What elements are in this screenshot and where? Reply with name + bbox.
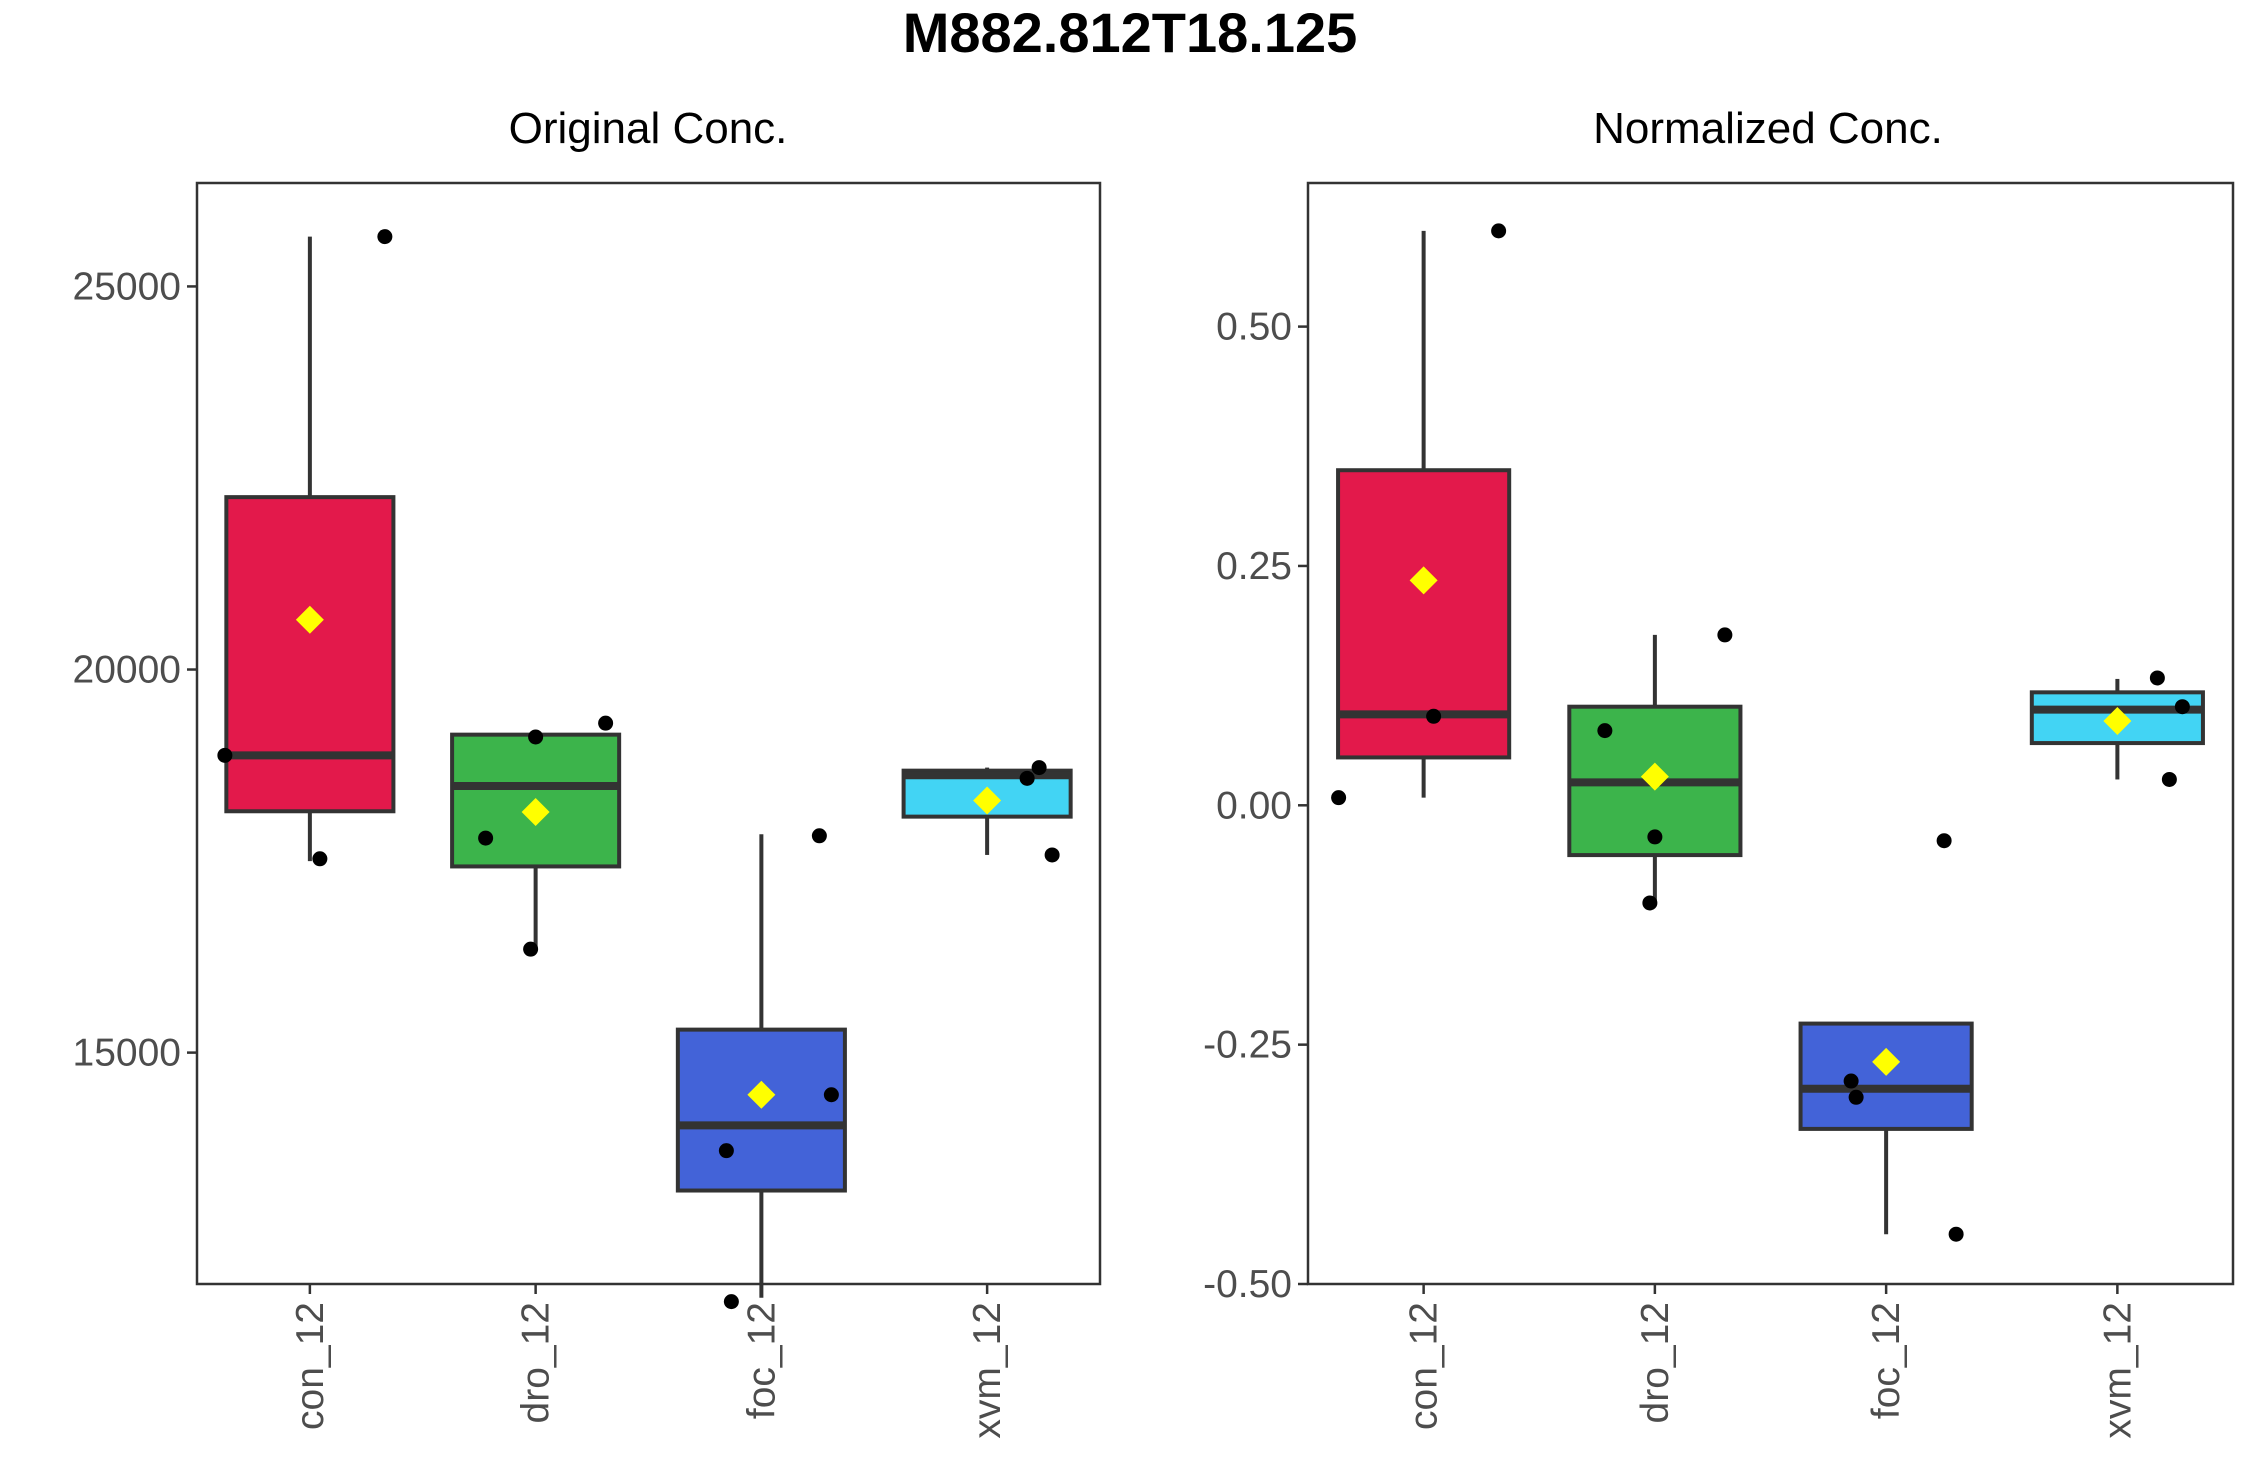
panel-original: Original Conc. 15000 20000 25000 con_12 dro_… bbox=[73, 104, 1102, 1439]
mean-marker bbox=[521, 798, 550, 827]
data-point bbox=[2174, 699, 2190, 715]
box-body bbox=[675, 1027, 847, 1193]
box-body bbox=[1798, 1021, 1974, 1131]
data-point bbox=[811, 828, 827, 844]
data-point bbox=[1491, 223, 1507, 239]
box-con_12 bbox=[1336, 230, 1512, 798]
data-point bbox=[1331, 790, 1347, 806]
data-point bbox=[1642, 895, 1658, 911]
x-tick-label: xvm_12 bbox=[966, 1302, 1009, 1439]
mean-marker bbox=[747, 1080, 776, 1109]
data-point bbox=[723, 1294, 739, 1310]
data-point bbox=[312, 851, 328, 867]
mean-marker bbox=[1640, 762, 1669, 791]
data-point bbox=[478, 830, 494, 846]
y-tick-label: -0.50 bbox=[1203, 1263, 1292, 1306]
y-tick-label: -0.25 bbox=[1203, 1024, 1292, 1067]
y-tick-label: 15000 bbox=[73, 1032, 181, 1075]
y-tick-label: 25000 bbox=[73, 265, 181, 308]
panel-border bbox=[195, 181, 1102, 1286]
y-tick-label: 20000 bbox=[73, 649, 181, 692]
panel-border bbox=[1306, 181, 2235, 1286]
mean-marker bbox=[2103, 707, 2132, 736]
data-point bbox=[1647, 829, 1663, 845]
data-point bbox=[2149, 670, 2165, 686]
x-tick-label: foc_12 bbox=[740, 1302, 783, 1419]
main-title: M882.812T18.125 bbox=[903, 1, 1358, 64]
box-body bbox=[1336, 468, 1512, 760]
data-point bbox=[1843, 1073, 1859, 1089]
panel-normalized: Normalized Conc. -0.50 -0.25 0.00 0.25 0.50 c… bbox=[1203, 104, 2235, 1439]
box-foc_12 bbox=[1798, 1021, 1974, 1235]
data-point bbox=[217, 747, 233, 763]
data-point bbox=[1019, 770, 1035, 786]
mean-marker bbox=[295, 605, 324, 634]
x-tick-label: xvm_12 bbox=[2096, 1302, 2139, 1439]
box-foc_12 bbox=[675, 834, 847, 1298]
data-point bbox=[1936, 833, 1952, 849]
y-tick-label: 0.00 bbox=[1216, 784, 1292, 827]
panel-title-original: Original Conc. bbox=[509, 104, 788, 153]
x-tick-label: con_12 bbox=[1403, 1302, 1446, 1430]
data-point bbox=[1044, 847, 1060, 863]
x-tick-label: con_12 bbox=[289, 1302, 332, 1430]
data-point bbox=[1426, 708, 1442, 724]
data-point bbox=[523, 941, 539, 957]
x-tick-label: dro_12 bbox=[515, 1302, 558, 1423]
mean-marker bbox=[1872, 1047, 1901, 1076]
box-con_12 bbox=[224, 236, 396, 862]
data-point bbox=[528, 729, 544, 745]
mean-marker bbox=[1409, 566, 1438, 595]
box-body bbox=[224, 495, 396, 814]
data-point bbox=[1848, 1089, 1864, 1105]
data-point bbox=[1717, 627, 1733, 643]
box-dro_12 bbox=[450, 732, 622, 950]
data-point bbox=[1948, 1226, 1964, 1242]
data-point bbox=[823, 1087, 839, 1103]
y-tick-label: 0.50 bbox=[1216, 306, 1292, 349]
data-point bbox=[598, 715, 614, 731]
panel-title-normalized: Normalized Conc. bbox=[1593, 104, 1943, 153]
x-tick-label: foc_12 bbox=[1865, 1302, 1908, 1419]
x-tick-label: dro_12 bbox=[1634, 1302, 1677, 1423]
mean-marker bbox=[973, 786, 1002, 815]
data-point bbox=[377, 229, 393, 245]
data-point bbox=[1031, 760, 1047, 776]
data-point bbox=[1597, 723, 1613, 739]
y-tick-label: 0.25 bbox=[1216, 545, 1292, 588]
data-point bbox=[718, 1143, 734, 1159]
data-point bbox=[2161, 771, 2177, 787]
